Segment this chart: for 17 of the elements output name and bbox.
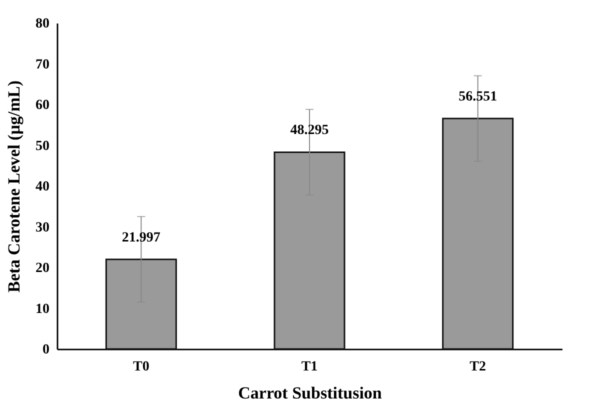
y-tick-label: 30	[36, 220, 50, 236]
x-tick-label: T1	[301, 360, 318, 374]
data-label: 21.997	[122, 230, 160, 246]
y-tick-label: 0	[42, 342, 50, 358]
data-label: 48.295	[290, 123, 329, 138]
x-tick-label: T2	[470, 360, 486, 374]
x-axis-title: Carrot Substitusion	[238, 384, 382, 402]
y-tick-label: 70	[36, 57, 50, 72]
y-tick-label: 40	[36, 180, 50, 194]
x-tick-label: T0	[132, 360, 150, 374]
y-axis-title: Beta Carotene Level (µg/mL)	[4, 80, 24, 293]
y-tick-label: 80	[36, 16, 50, 32]
y-tick-label: 10	[36, 302, 50, 317]
y-tick-label: 50	[36, 138, 50, 154]
data-label: 56.551	[458, 90, 498, 105]
y-tick-label: 20	[36, 261, 50, 276]
y-tick-label: 60	[36, 98, 50, 113]
